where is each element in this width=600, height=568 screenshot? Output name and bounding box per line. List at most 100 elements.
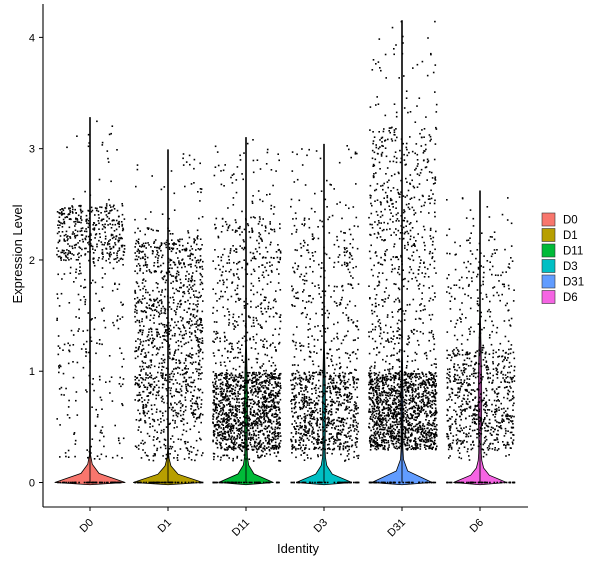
data-point	[322, 437, 324, 440]
data-point	[95, 408, 97, 411]
data-point	[189, 254, 192, 256]
data-point	[102, 218, 105, 220]
data-point	[61, 208, 63, 210]
data-point	[222, 435, 224, 438]
data-point	[346, 262, 349, 265]
data-point	[242, 386, 244, 388]
data-point	[80, 254, 82, 257]
data-point	[217, 393, 220, 395]
data-point	[232, 204, 235, 206]
data-point	[137, 338, 139, 340]
data-point	[237, 421, 240, 423]
data-point	[311, 410, 314, 412]
data-point	[291, 444, 294, 446]
data-point	[212, 312, 214, 314]
data-point	[264, 428, 267, 430]
data-point	[168, 447, 170, 450]
data-point	[265, 415, 267, 417]
data-point	[145, 454, 148, 457]
data-point	[221, 225, 224, 227]
data-point	[258, 220, 261, 223]
data-point	[197, 296, 200, 299]
data-point	[346, 455, 349, 457]
data-point	[294, 406, 297, 408]
data-point	[353, 450, 356, 453]
data-point	[246, 263, 249, 266]
data-point	[149, 383, 152, 386]
data-point	[264, 392, 266, 394]
data-point	[275, 386, 277, 388]
data-point	[268, 301, 270, 304]
data-point	[270, 396, 272, 398]
data-point	[301, 164, 304, 166]
data-point	[278, 408, 281, 410]
data-point	[352, 321, 355, 323]
data-point	[112, 267, 115, 270]
data-point	[145, 340, 147, 342]
data-point	[256, 378, 258, 380]
data-point	[402, 396, 405, 399]
data-point	[260, 307, 262, 309]
data-point	[93, 264, 96, 267]
data-point	[301, 481, 303, 484]
data-point	[303, 459, 306, 461]
data-point	[169, 392, 172, 395]
data-point	[148, 384, 151, 386]
data-point	[173, 243, 176, 245]
data-point	[319, 157, 322, 160]
data-point	[85, 355, 87, 357]
data-point	[144, 261, 147, 263]
data-point	[292, 372, 295, 375]
data-point	[117, 250, 119, 252]
data-point	[254, 258, 257, 260]
data-point	[251, 257, 254, 260]
data-point	[168, 330, 171, 333]
data-point	[268, 449, 271, 452]
data-point	[140, 368, 143, 371]
data-point	[183, 263, 185, 266]
data-point	[246, 404, 249, 407]
data-point	[352, 238, 354, 241]
data-point	[195, 336, 197, 339]
data-point	[305, 272, 308, 275]
data-point	[278, 373, 281, 375]
data-point	[163, 438, 166, 441]
data-point	[242, 248, 245, 251]
data-point	[57, 345, 60, 347]
data-point	[138, 391, 141, 394]
data-point	[357, 348, 359, 351]
data-point	[171, 406, 174, 409]
data-point	[266, 427, 268, 429]
data-point	[347, 427, 350, 429]
data-point	[321, 417, 323, 419]
data-point	[160, 244, 163, 246]
data-point	[76, 230, 79, 233]
data-point	[334, 385, 337, 387]
data-point	[71, 247, 74, 250]
data-point	[252, 385, 254, 387]
data-point	[144, 233, 146, 236]
data-point	[323, 417, 326, 419]
data-point	[331, 400, 333, 403]
data-point	[161, 365, 164, 368]
data-point	[306, 391, 309, 393]
data-point	[425, 116, 427, 118]
data-point	[181, 420, 183, 422]
data-point	[332, 419, 334, 422]
jitter-points-D1	[134, 153, 204, 484]
data-point	[262, 442, 265, 444]
data-point	[251, 427, 254, 430]
data-point	[78, 308, 80, 311]
data-point	[369, 417, 371, 420]
data-point	[71, 205, 73, 207]
data-point	[110, 227, 113, 229]
data-point	[270, 372, 273, 374]
data-point	[252, 322, 255, 324]
data-point	[250, 439, 252, 441]
data-point	[243, 300, 245, 303]
data-point	[344, 418, 346, 421]
data-point	[279, 460, 282, 462]
data-point	[196, 337, 199, 339]
data-point	[270, 389, 273, 392]
data-point	[399, 161, 402, 164]
